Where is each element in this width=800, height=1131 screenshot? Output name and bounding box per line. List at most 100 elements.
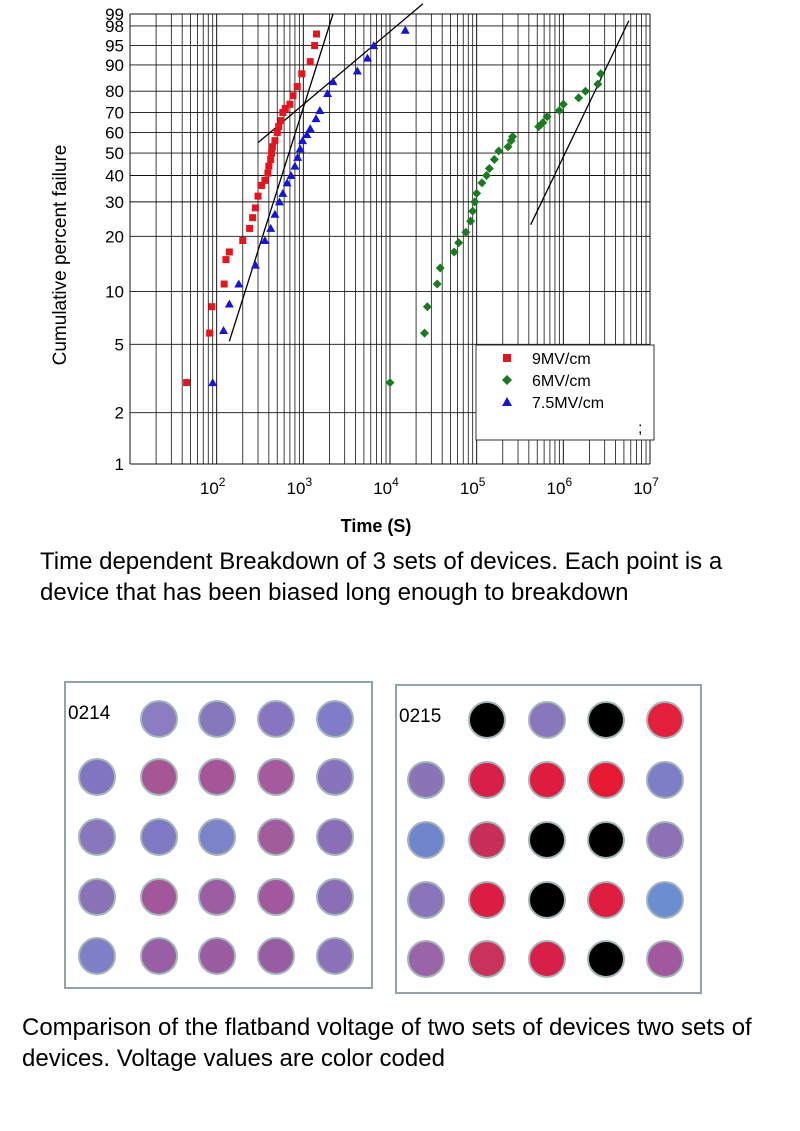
device-dot — [257, 878, 295, 916]
wafer-caption: Comparison of the flatband voltage of tw… — [22, 1014, 752, 1072]
data-point — [494, 146, 504, 156]
data-point — [266, 223, 276, 232]
device-dot — [316, 937, 354, 975]
data-point — [289, 92, 297, 100]
data-point — [542, 112, 552, 122]
x-tick-label: 103 — [287, 475, 313, 498]
device-dot — [257, 758, 295, 796]
data-point — [249, 214, 257, 222]
wafer-map-0215: 0215 — [395, 684, 702, 994]
data-point — [362, 53, 372, 62]
data-point — [224, 299, 234, 308]
legend-marker — [502, 375, 512, 385]
device-dot — [646, 761, 684, 799]
device-dot — [528, 761, 566, 799]
data-point — [419, 328, 429, 338]
data-point — [315, 105, 325, 114]
device-dot — [316, 758, 354, 796]
legend-label: 9MV/cm — [532, 351, 591, 368]
data-point — [250, 260, 260, 269]
data-point — [558, 99, 568, 109]
device-dot — [587, 821, 625, 859]
device-dot — [528, 821, 566, 859]
data-point — [271, 137, 279, 145]
data-point — [311, 114, 321, 123]
x-tick-label: 105 — [460, 475, 486, 498]
fit-line — [530, 20, 630, 225]
data-point — [470, 197, 480, 207]
y-tick-label: 90 — [105, 56, 124, 75]
data-point — [261, 176, 269, 184]
device-dot — [198, 818, 236, 856]
data-point — [454, 238, 464, 248]
device-dot — [646, 881, 684, 919]
data-point — [468, 206, 478, 216]
device-dot — [316, 818, 354, 856]
data-point — [295, 144, 305, 153]
device-dot — [78, 937, 116, 975]
data-point — [369, 41, 379, 50]
x-axis-label: Time (S) — [341, 516, 412, 536]
data-point — [298, 70, 306, 78]
device-dot — [140, 700, 178, 738]
data-point — [484, 163, 494, 173]
device-dot — [257, 937, 295, 975]
y-tick-label: 20 — [105, 227, 124, 246]
y-tick-label: 40 — [105, 166, 124, 185]
device-dot — [407, 761, 445, 799]
data-point — [293, 152, 303, 161]
device-dot — [198, 700, 236, 738]
legend-extra-glyph: ; — [638, 420, 642, 437]
data-point — [274, 197, 284, 206]
legend-marker — [502, 397, 512, 406]
y-tick-label: 70 — [105, 104, 124, 123]
device-dot — [316, 878, 354, 916]
fit-line — [257, 3, 424, 144]
wafer-map-label: 0215 — [399, 706, 442, 727]
data-point — [305, 124, 315, 133]
x-tick-label: 107 — [633, 475, 659, 498]
data-point — [267, 156, 275, 164]
data-point — [489, 155, 499, 165]
device-dot — [468, 701, 506, 739]
data-point — [258, 181, 266, 189]
device-dot — [198, 878, 236, 916]
device-dot — [140, 818, 178, 856]
data-point — [286, 170, 296, 179]
y-tick-label: 30 — [105, 193, 124, 212]
legend-label: 6MV/cm — [532, 373, 591, 390]
data-point — [265, 162, 273, 170]
data-point — [220, 280, 228, 288]
data-point — [508, 132, 518, 142]
data-point — [225, 248, 233, 256]
device-dot — [198, 937, 236, 975]
data-point — [273, 129, 281, 137]
device-dot — [528, 881, 566, 919]
device-dot — [257, 818, 295, 856]
device-dot — [468, 761, 506, 799]
data-point — [260, 236, 270, 245]
y-tick-label: 2 — [115, 404, 124, 423]
device-dot — [198, 758, 236, 796]
data-point — [306, 58, 314, 66]
device-dot — [646, 701, 684, 739]
y-axis-label: Cumulative percent failure — [50, 145, 71, 366]
data-point — [206, 329, 214, 337]
y-tick-label: 10 — [105, 282, 124, 301]
y-tick-label: 60 — [105, 124, 124, 143]
y-tick-label: 50 — [105, 144, 124, 163]
wafer-map-label: 0214 — [68, 703, 111, 724]
data-point — [183, 379, 191, 387]
y-tick-label: 98 — [105, 17, 124, 36]
device-dot — [587, 881, 625, 919]
data-point — [400, 25, 410, 34]
y-tick-label: 80 — [105, 82, 124, 101]
data-point — [302, 130, 312, 139]
data-point — [281, 104, 289, 112]
data-point — [268, 149, 276, 157]
device-dot — [528, 701, 566, 739]
device-dot — [468, 881, 506, 919]
data-point — [208, 303, 216, 311]
fit-line — [228, 13, 334, 342]
